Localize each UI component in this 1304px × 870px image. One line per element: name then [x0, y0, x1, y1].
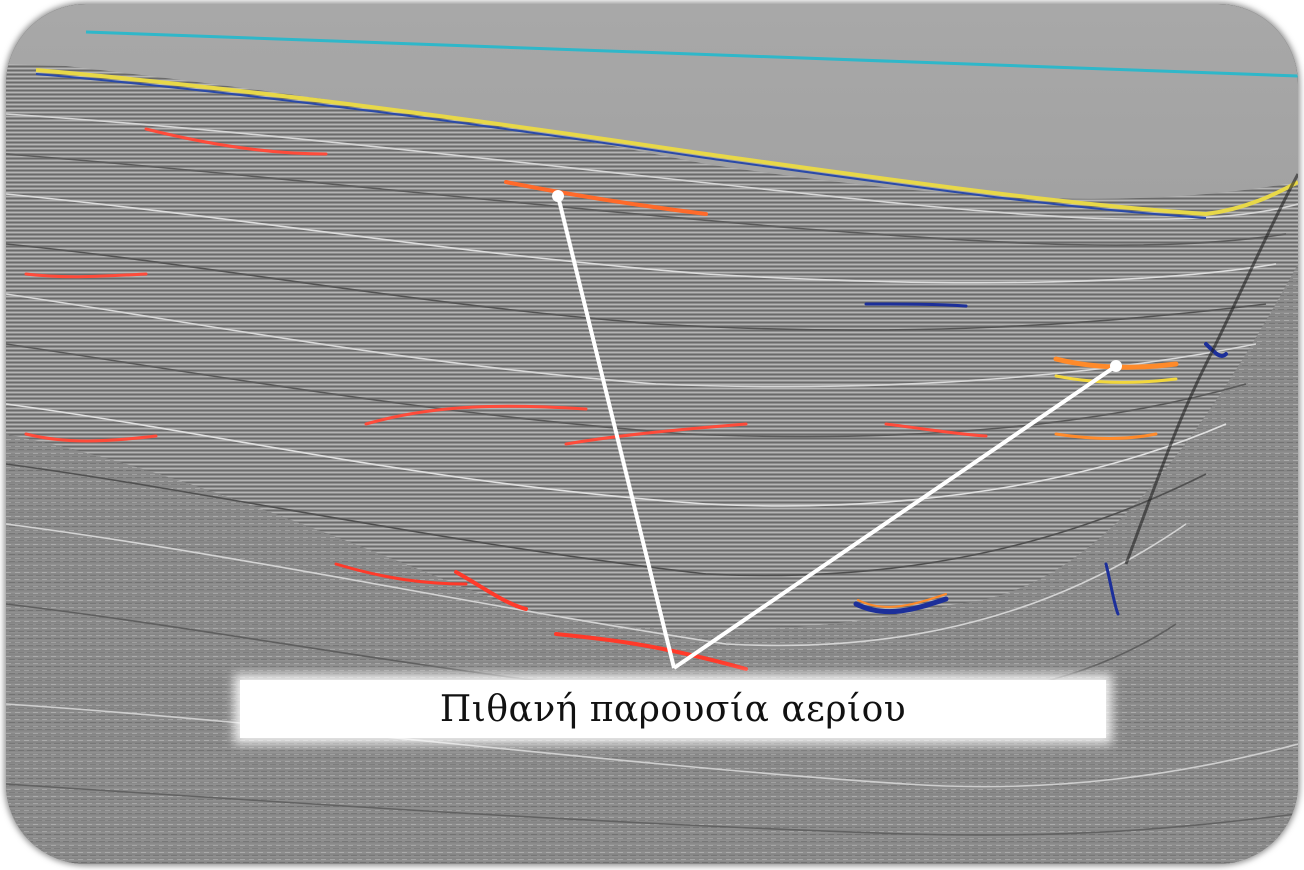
annotation-label-box: Πιθανή παρουσία αερίου [240, 680, 1106, 738]
upper-horizon [35, 68, 1298, 217]
annotation-label: Πιθανή παρουσία αερίου [439, 688, 907, 730]
right-flank [1124, 173, 1298, 565]
seafloor-reflector [85, 30, 1298, 78]
